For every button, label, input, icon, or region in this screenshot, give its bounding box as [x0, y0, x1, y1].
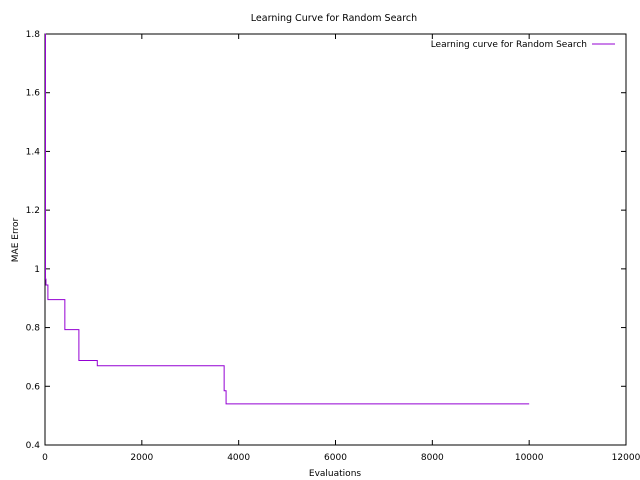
x-tick-label: 8000	[421, 453, 444, 463]
plot-border	[44, 33, 627, 446]
y-tick-label: 0.6	[26, 382, 41, 392]
x-tick-label: 6000	[324, 453, 347, 463]
y-tick-label: 1.6	[26, 89, 41, 99]
y-tick-label: 0.4	[26, 441, 41, 451]
y-tick-label: 0.8	[26, 324, 41, 334]
y-tick-label: 1.2	[26, 206, 40, 216]
y-tick-label: 1.4	[26, 147, 41, 157]
legend-entry-label: Learning curve for Random Search	[431, 40, 587, 50]
x-axis-ticks: 0 2000 4000 6000 8000 10000 12000	[42, 34, 640, 463]
y-tick-label: 1	[34, 265, 40, 275]
x-tick-label: 0	[42, 453, 48, 463]
x-tick-label: 10000	[515, 453, 544, 463]
series-layer	[44, 33, 530, 405]
x-tick-label: 4000	[227, 453, 250, 463]
plot-frame	[44, 33, 627, 446]
series-line	[44, 33, 530, 405]
chart-title: Learning Curve for Random Search	[251, 13, 417, 24]
x-tick-label: 2000	[130, 453, 153, 463]
y-tick-label: 1.8	[26, 30, 41, 40]
legend: Learning curve for Random Search	[431, 40, 615, 50]
y-axis-label: MAE Error	[11, 218, 21, 263]
y-axis-ticks: 0.4 0.6 0.8 1 1.2 1.4 1.6 1.8	[26, 30, 626, 451]
x-tick-label: 12000	[612, 453, 640, 463]
x-axis-label: Evaluations	[309, 469, 361, 479]
